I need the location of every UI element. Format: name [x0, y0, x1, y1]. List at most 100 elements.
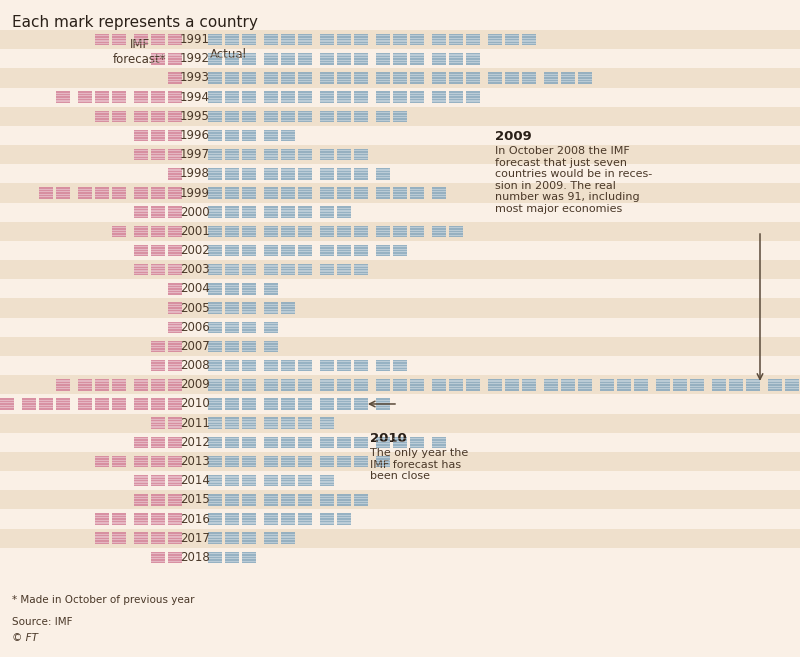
Bar: [151, 136, 165, 137]
Bar: [354, 383, 368, 384]
Bar: [168, 476, 182, 478]
Bar: [432, 74, 446, 75]
Bar: [320, 168, 334, 179]
Bar: [264, 441, 278, 442]
Bar: [298, 514, 312, 516]
Bar: [281, 245, 295, 256]
Bar: [208, 98, 222, 99]
Bar: [264, 369, 278, 370]
Bar: [466, 93, 480, 94]
Bar: [656, 379, 670, 390]
Bar: [208, 196, 222, 198]
Bar: [264, 74, 278, 75]
Bar: [281, 475, 295, 486]
Bar: [264, 245, 278, 256]
Bar: [22, 398, 36, 410]
Bar: [264, 402, 278, 403]
Bar: [208, 35, 222, 36]
Bar: [354, 150, 368, 152]
Bar: [449, 38, 463, 39]
Bar: [376, 53, 390, 64]
Bar: [264, 398, 278, 410]
Bar: [320, 405, 334, 406]
Bar: [393, 246, 407, 247]
Bar: [242, 170, 256, 171]
Bar: [134, 513, 148, 525]
Bar: [225, 443, 239, 444]
Bar: [151, 110, 165, 122]
Bar: [354, 74, 368, 75]
Bar: [242, 386, 256, 387]
Bar: [208, 55, 222, 56]
Bar: [337, 254, 351, 255]
Text: 2003: 2003: [180, 263, 210, 276]
Bar: [488, 79, 502, 80]
Bar: [168, 402, 182, 403]
Bar: [488, 43, 502, 44]
Bar: [320, 232, 334, 233]
Bar: [354, 225, 368, 237]
Bar: [746, 379, 760, 390]
Bar: [208, 560, 222, 562]
Bar: [78, 402, 92, 403]
Bar: [522, 383, 536, 384]
Bar: [393, 369, 407, 370]
Bar: [488, 74, 502, 75]
Bar: [208, 153, 222, 154]
Bar: [264, 265, 278, 267]
Bar: [225, 323, 239, 324]
Bar: [393, 114, 407, 116]
Bar: [208, 93, 222, 94]
Bar: [376, 398, 390, 410]
Bar: [337, 457, 351, 459]
Bar: [264, 350, 278, 351]
Bar: [393, 360, 407, 371]
Bar: [354, 264, 368, 275]
Bar: [505, 76, 519, 78]
Bar: [151, 227, 165, 228]
Bar: [673, 386, 687, 387]
Bar: [432, 191, 446, 193]
Bar: [264, 112, 278, 113]
Bar: [168, 479, 182, 480]
Bar: [208, 273, 222, 274]
Bar: [95, 534, 109, 535]
Bar: [298, 245, 312, 256]
Bar: [168, 287, 182, 288]
Bar: [134, 112, 148, 113]
Bar: [242, 380, 256, 382]
Bar: [376, 189, 390, 190]
Bar: [225, 498, 239, 499]
Bar: [281, 405, 295, 406]
Bar: [225, 264, 239, 275]
Bar: [264, 72, 278, 83]
Bar: [168, 522, 182, 524]
Bar: [376, 407, 390, 409]
Bar: [281, 520, 295, 521]
Bar: [168, 235, 182, 236]
Bar: [281, 79, 295, 80]
Bar: [281, 398, 295, 410]
Bar: [712, 386, 726, 387]
Bar: [298, 187, 312, 199]
Bar: [354, 369, 368, 370]
Bar: [522, 79, 536, 80]
Bar: [466, 74, 480, 75]
Bar: [393, 386, 407, 387]
Bar: [264, 347, 278, 348]
Bar: [225, 517, 239, 518]
Bar: [242, 196, 256, 198]
Bar: [264, 149, 278, 160]
Bar: [354, 386, 368, 387]
Bar: [320, 191, 334, 193]
Bar: [168, 445, 182, 447]
Bar: [208, 501, 222, 502]
Bar: [298, 38, 312, 39]
Bar: [168, 330, 182, 332]
Bar: [264, 210, 278, 212]
Bar: [112, 35, 126, 36]
Bar: [281, 112, 295, 113]
Bar: [0, 394, 800, 413]
Bar: [376, 38, 390, 39]
Bar: [78, 379, 92, 390]
